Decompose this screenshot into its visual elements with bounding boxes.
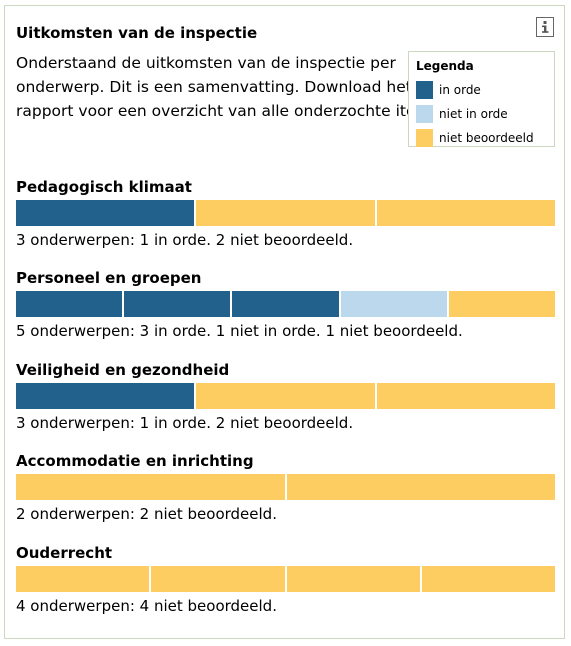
status-segment-niet-beoordeeld: [286, 474, 555, 500]
status-segment-in-orde: [232, 291, 339, 317]
intro-line: onderwerp. Dit is een samenvatting. Down…: [16, 78, 412, 96]
legend-label: niet in orde: [439, 107, 508, 121]
info-button[interactable]: [536, 17, 554, 37]
status-segment-in-orde: [16, 383, 195, 409]
section-summary: 3 onderwerpen: 1 in orde. 2 niet beoorde…: [16, 414, 354, 432]
legend-swatch: [416, 105, 433, 123]
section-title: Veiligheid en gezondheid: [16, 361, 230, 379]
section-summary: 2 onderwerpen: 2 niet beoordeeld.: [16, 505, 277, 523]
status-segment-niet-beoordeeld: [196, 383, 375, 409]
status-bar: [16, 566, 555, 592]
legend: Legenda in orde niet in orde niet beoord…: [408, 51, 555, 147]
status-segment-in-orde: [124, 291, 231, 317]
legend-label: in orde: [439, 83, 481, 97]
section-summary: 5 onderwerpen: 3 in orde. 1 niet in orde…: [16, 322, 463, 340]
section-summary: 4 onderwerpen: 4 niet beoordeeld.: [16, 597, 277, 615]
status-bar: [16, 200, 555, 226]
status-segment-niet-beoordeeld: [151, 566, 285, 592]
status-bar: [16, 383, 555, 409]
status-segment-niet-beoordeeld: [286, 566, 420, 592]
section-summary: 3 onderwerpen: 1 in orde. 2 niet beoorde…: [16, 231, 354, 249]
section-title: Pedagogisch klimaat: [16, 178, 192, 196]
intro-line: rapport voor een overzicht van alle onde…: [16, 102, 444, 120]
legend-label: niet beoordeeld: [439, 131, 534, 145]
status-segment-in-orde: [16, 200, 195, 226]
section-title: Accommodatie en inrichting: [16, 452, 254, 470]
status-segment-niet-beoordeeld: [16, 566, 150, 592]
intro-text: Onderstaand de uitkomsten van de inspect…: [16, 51, 444, 123]
inspection-results-panel: Uitkomsten van de inspectie Onderstaand …: [4, 5, 565, 639]
status-segment-niet-in-orde: [340, 291, 447, 317]
section-title: Ouderrecht: [16, 544, 113, 562]
status-bar: [16, 291, 556, 317]
status-bar: [16, 474, 555, 500]
status-segment-niet-beoordeeld: [448, 291, 556, 317]
status-segment-niet-beoordeeld: [16, 474, 285, 500]
section-title: Personeel en groepen: [16, 269, 202, 287]
status-segment-in-orde: [16, 291, 123, 317]
panel-title: Uitkomsten van de inspectie: [16, 24, 258, 42]
legend-swatch: [416, 129, 433, 147]
status-segment-niet-beoordeeld: [421, 566, 555, 592]
legend-title: Legenda: [416, 59, 474, 73]
status-segment-niet-beoordeeld: [376, 200, 555, 226]
status-segment-niet-beoordeeld: [376, 383, 555, 409]
legend-swatch: [416, 81, 433, 99]
info-icon: [542, 21, 549, 33]
intro-line: Onderstaand de uitkomsten van de inspect…: [16, 54, 396, 72]
status-segment-niet-beoordeeld: [196, 200, 375, 226]
